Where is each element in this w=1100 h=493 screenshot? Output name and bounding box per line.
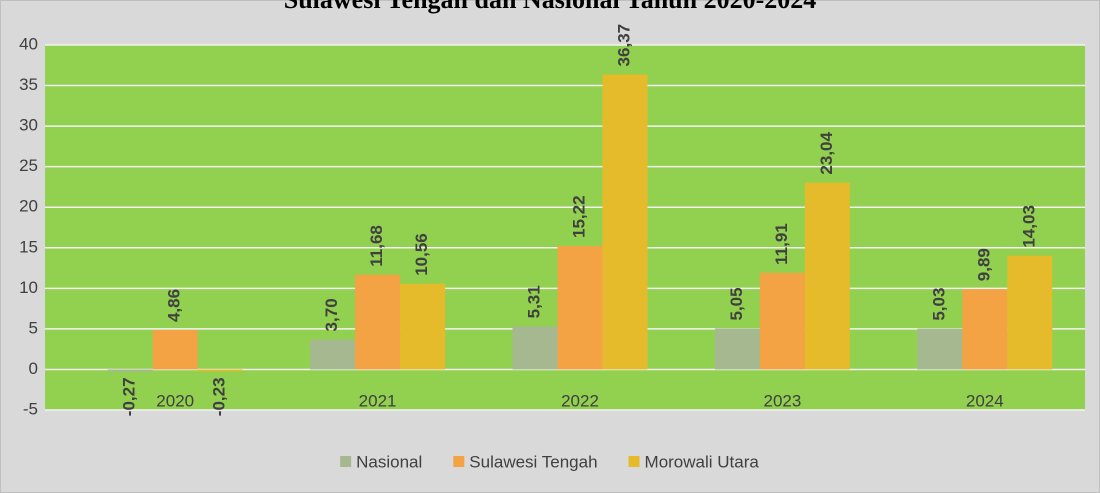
y-tick-label: -5	[23, 399, 38, 418]
y-tick-label: 40	[19, 34, 38, 53]
bar	[962, 289, 1008, 370]
x-tick-label: 2021	[359, 391, 397, 410]
value-label: 5,05	[727, 287, 746, 320]
x-tick-label: 2024	[966, 391, 1004, 410]
x-tick-label: 2020	[156, 391, 194, 410]
bar	[917, 328, 963, 370]
bar	[804, 182, 850, 370]
legend-label: Nasional	[356, 452, 422, 471]
bar	[400, 283, 446, 370]
y-tick-label: 20	[19, 197, 38, 216]
value-label: 9,89	[974, 248, 993, 281]
y-tick-label: 5	[29, 318, 38, 337]
y-tick-label: 0	[29, 359, 38, 378]
bar	[512, 326, 558, 370]
y-tick-label: 25	[19, 156, 38, 175]
value-label: 4,86	[165, 289, 184, 322]
bar	[152, 330, 198, 370]
value-label: 5,03	[929, 288, 948, 321]
legend-label: Morowali Utara	[645, 452, 760, 471]
chart-title: Sulawesi Tengah dan Nasional Tahun 2020-…	[284, 0, 817, 14]
bar	[310, 339, 356, 370]
value-label: 5,31	[524, 285, 543, 318]
y-tick-label: 10	[19, 278, 38, 297]
value-label: -0,27	[120, 377, 139, 416]
x-tick-label: 2023	[763, 391, 801, 410]
value-label: 10,56	[412, 233, 431, 276]
x-tick-label: 2022	[561, 391, 599, 410]
value-label: 14,03	[1019, 205, 1038, 248]
bar	[107, 369, 153, 372]
legend-swatch	[340, 456, 352, 467]
bar	[1007, 255, 1053, 370]
value-label: 3,70	[322, 298, 341, 331]
bar	[759, 272, 805, 370]
value-label: 36,37	[614, 24, 633, 67]
bar	[355, 274, 401, 370]
value-label: 11,68	[367, 225, 386, 267]
legend-swatch	[628, 456, 640, 467]
y-tick-label: 15	[19, 237, 38, 256]
bar	[714, 328, 760, 370]
value-label: -0,23	[210, 377, 229, 416]
legend-label: Sulawesi Tengah	[469, 452, 597, 471]
value-label: 11,91	[772, 223, 791, 265]
bar	[602, 74, 648, 370]
y-tick-label: 30	[19, 116, 38, 135]
value-label: 23,04	[817, 131, 836, 174]
legend-swatch	[453, 456, 465, 467]
bar	[557, 245, 603, 370]
y-tick-label: 35	[19, 75, 38, 94]
bar	[197, 369, 243, 372]
value-label: 15,22	[569, 195, 588, 238]
